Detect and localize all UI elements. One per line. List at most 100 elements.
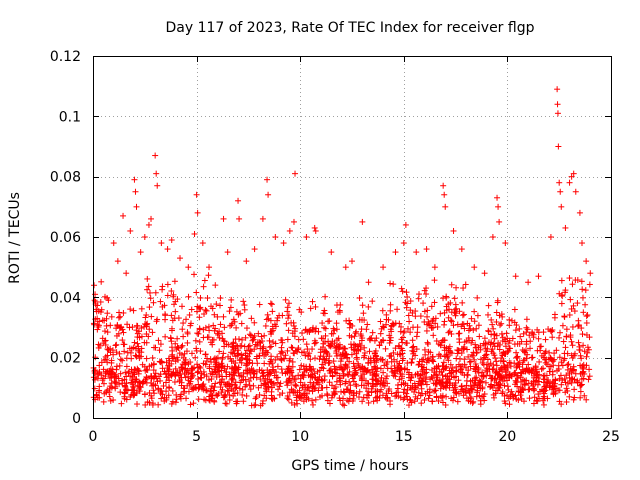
data-point <box>448 318 455 325</box>
data-point <box>529 330 536 337</box>
data-point <box>134 340 141 347</box>
data-point <box>268 343 275 350</box>
data-point <box>574 379 581 386</box>
data-point <box>123 380 130 387</box>
data-point <box>188 320 195 327</box>
data-point <box>266 360 273 367</box>
data-point <box>131 176 138 183</box>
data-point <box>359 335 366 342</box>
data-point <box>143 330 150 337</box>
data-point <box>257 376 264 383</box>
data-point <box>204 355 211 362</box>
data-point <box>188 350 195 357</box>
data-point <box>138 305 145 312</box>
data-point <box>415 371 422 378</box>
data-point <box>168 287 175 294</box>
data-point <box>532 379 539 386</box>
data-point <box>104 329 111 336</box>
data-point <box>157 341 164 348</box>
data-point <box>309 298 316 305</box>
data-point <box>458 366 465 373</box>
data-point <box>532 366 539 373</box>
data-point <box>201 277 208 284</box>
data-point <box>410 324 417 331</box>
data-point <box>124 321 131 328</box>
data-point <box>168 312 175 319</box>
data-point <box>511 319 518 326</box>
data-point <box>349 397 356 404</box>
data-point <box>288 386 295 393</box>
data-point <box>569 281 576 288</box>
data-point <box>285 312 292 319</box>
data-point <box>563 398 570 405</box>
data-point <box>350 392 357 399</box>
data-point <box>572 188 579 195</box>
y-tick-label: 0.08 <box>50 170 81 186</box>
data-point <box>583 258 590 265</box>
data-point <box>456 355 463 362</box>
data-point <box>551 314 558 321</box>
data-point <box>553 347 560 354</box>
data-point <box>395 393 402 400</box>
data-point <box>413 249 420 256</box>
data-point <box>570 352 577 359</box>
data-point <box>200 283 207 290</box>
data-point <box>309 397 316 404</box>
data-point <box>194 209 201 216</box>
data-point <box>506 371 513 378</box>
data-point <box>230 344 237 351</box>
data-point <box>440 365 447 372</box>
data-point <box>217 302 224 309</box>
data-point <box>540 387 547 394</box>
data-point <box>223 373 230 380</box>
data-point <box>156 358 163 365</box>
data-point <box>238 351 245 358</box>
data-point <box>228 381 235 388</box>
data-point <box>382 394 389 401</box>
data-point <box>462 281 469 288</box>
data-point <box>365 279 372 286</box>
data-point <box>203 387 210 394</box>
data-point <box>359 398 366 405</box>
data-point <box>133 203 140 210</box>
data-point <box>479 385 486 392</box>
data-point <box>556 179 563 186</box>
data-point <box>115 330 122 337</box>
data-point <box>353 350 360 357</box>
data-point <box>242 350 249 357</box>
data-point <box>451 295 458 302</box>
data-point <box>311 224 318 231</box>
data-point <box>221 392 228 399</box>
data-point <box>262 381 269 388</box>
data-point <box>377 378 384 385</box>
data-point <box>411 380 418 387</box>
data-point <box>170 291 177 298</box>
data-point <box>398 285 405 292</box>
data-point <box>225 387 232 394</box>
data-point <box>282 296 289 303</box>
data-point <box>363 326 370 333</box>
data-point <box>136 379 143 386</box>
data-point <box>261 380 268 387</box>
data-point <box>320 353 327 360</box>
data-point <box>262 322 269 329</box>
data-point <box>556 329 563 336</box>
data-point <box>556 375 563 382</box>
data-point <box>567 365 574 372</box>
data-point <box>559 322 566 329</box>
data-point <box>322 332 329 339</box>
data-point <box>157 377 164 384</box>
data-point <box>91 297 98 304</box>
data-point <box>519 376 526 383</box>
data-point <box>450 394 457 401</box>
data-point <box>155 337 162 344</box>
data-point <box>216 348 223 355</box>
data-point <box>113 366 120 373</box>
data-point <box>405 312 412 319</box>
data-point <box>516 325 523 332</box>
data-point <box>569 376 576 383</box>
data-point <box>407 329 414 336</box>
data-point <box>143 311 150 318</box>
data-point <box>492 355 499 362</box>
data-point <box>157 298 164 305</box>
